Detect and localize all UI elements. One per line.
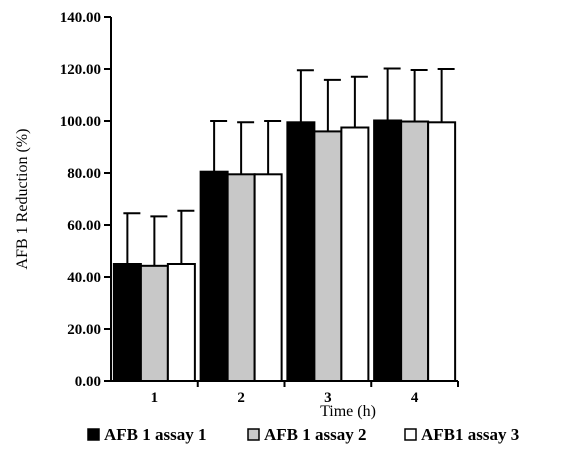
- legend-label: AFB1 assay 3: [421, 425, 519, 444]
- legend-swatch: [404, 428, 417, 441]
- bar: [139, 264, 169, 383]
- x-tick-label: 1: [151, 390, 159, 406]
- y-tick-label: 20.00: [67, 322, 101, 338]
- x-tick-label: 3: [324, 390, 332, 406]
- legend: AFB 1 assay 1 AFB 1 assay 2 AFB1 assay 3: [87, 425, 519, 444]
- y-tick-label: 140.00: [60, 10, 101, 26]
- bar: [427, 121, 457, 383]
- bar: [226, 173, 256, 382]
- y-tick-label: 100.00: [60, 114, 101, 130]
- y-ticks: 0.00 20.00 40.00 60.00 80.00 100.00 120.00 140.…: [60, 10, 111, 390]
- x-tick-label: 4: [411, 390, 419, 406]
- bar: [286, 121, 316, 383]
- bar: [199, 170, 229, 382]
- legend-label: AFB 1 assay 2: [264, 425, 366, 444]
- y-axis-title: AFB 1 Reduction (%): [14, 129, 31, 270]
- bar: [373, 119, 403, 382]
- bar: [166, 263, 196, 382]
- bar: [253, 173, 283, 382]
- bar: [313, 130, 343, 382]
- bar: [340, 126, 370, 382]
- y-tick-label: 120.00: [60, 62, 101, 78]
- error-bars: [123, 67, 455, 266]
- x-ticks: 1 2 3 4: [151, 381, 459, 406]
- bar: [400, 120, 430, 383]
- x-axis-title: Time (h): [320, 403, 376, 420]
- y-tick-label: 80.00: [67, 166, 101, 182]
- y-tick-label: 40.00: [67, 270, 101, 286]
- legend-swatch: [87, 428, 100, 441]
- legend-label: AFB 1 assay 1: [104, 425, 206, 444]
- bar: [112, 263, 142, 382]
- x-tick-label: 2: [237, 390, 245, 406]
- legend-swatch: [247, 428, 260, 441]
- y-tick-label: 0.00: [75, 374, 101, 390]
- y-tick-label: 60.00: [67, 218, 101, 234]
- bars: [112, 119, 457, 383]
